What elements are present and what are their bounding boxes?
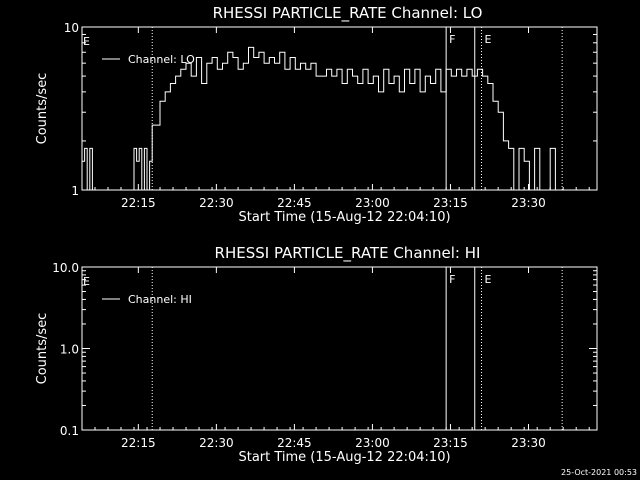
series-line [82, 46, 582, 191]
x-tick-label: 23:15 [433, 436, 468, 450]
y-tick-label: 1.0 [60, 343, 79, 357]
y-tick-label: 10.0 [52, 261, 79, 275]
legend-label: Channel: HI [128, 293, 192, 306]
footer-timestamp: 25-Oct-2021 00:53 [561, 468, 637, 477]
x-tick-label: 22:30 [199, 196, 234, 210]
x-tick-label: 22:45 [277, 196, 312, 210]
x-tick-label: 23:15 [433, 196, 468, 210]
chart-title: RHESSI PARTICLE_RATE Channel: LO [213, 4, 483, 23]
event-line-label: F [449, 33, 455, 46]
panel-lo: RHESSI PARTICLE_RATE Channel: LO 22:15 22:… [35, 4, 598, 225]
y-tick-label: 0.1 [60, 424, 79, 438]
corner-marker: E [83, 275, 90, 288]
x-tick-label: 23:00 [355, 196, 390, 210]
chart-title: RHESSI PARTICLE_RATE Channel: HI [215, 244, 481, 263]
event-line-label: E [485, 33, 492, 46]
plots-group: RHESSI PARTICLE_RATE Channel: LO 22:15 22:… [35, 4, 598, 465]
x-axis-label: Start Time (15-Aug-12 22:04:10) [238, 450, 450, 465]
y-tick-label: 10 [64, 21, 79, 35]
plot-frame [81, 26, 598, 191]
x-axis-label: Start Time (15-Aug-12 22:04:10) [238, 210, 450, 225]
x-tick-label: 22:15 [121, 436, 156, 450]
x-tick-label: 23:30 [511, 436, 546, 450]
y-axis-label: Counts/sec [35, 73, 50, 145]
y-tick-label: 1 [71, 184, 79, 198]
y-axis-label: Counts/sec [35, 313, 50, 385]
x-tick-label: 23:00 [355, 436, 390, 450]
x-tick-label: 23:30 [511, 196, 546, 210]
panel-hi: RHESSI PARTICLE_RATE Channel: HI 22:15 22:… [35, 244, 598, 465]
x-tick-label: 22:45 [277, 436, 312, 450]
legend-label: Channel: LO [128, 53, 195, 66]
event-line-label: F [449, 273, 455, 286]
corner-marker: E [83, 35, 90, 48]
x-tick-label: 22:30 [199, 436, 234, 450]
event-line-label: E [485, 273, 492, 286]
x-tick-label: 22:15 [121, 196, 156, 210]
